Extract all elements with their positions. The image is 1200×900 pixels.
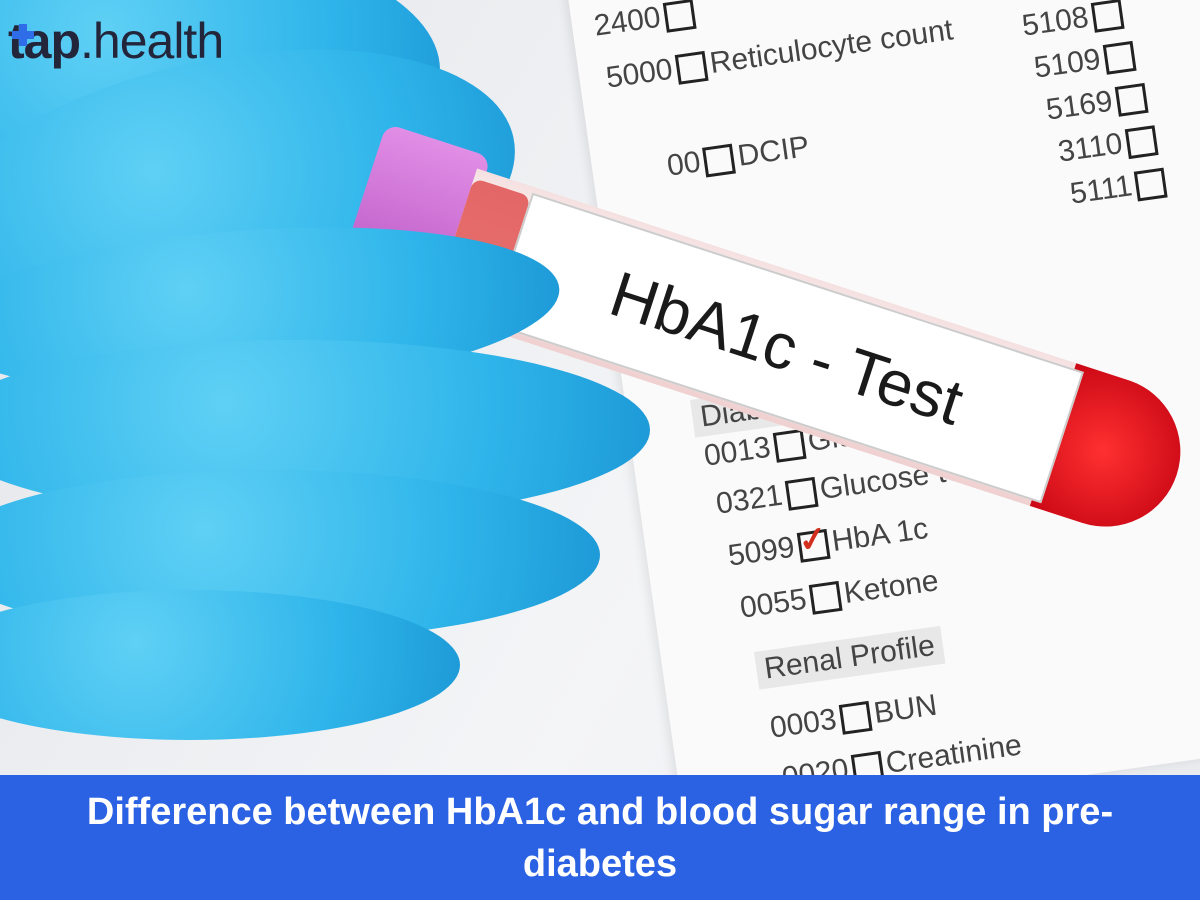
tap-health-logo: tap.health: [8, 13, 224, 69]
checkmark-icon: ✓: [796, 519, 830, 561]
glove-finger: [0, 590, 460, 740]
plus-icon: [12, 24, 34, 46]
hero-photo: 2400 5000 Reticulocyte count 00 DCIP 5108 …: [0, 0, 1200, 775]
caption-banner: Difference between HbA1c and blood sugar…: [0, 775, 1200, 900]
article-title: Difference between HbA1c and blood sugar…: [86, 790, 1114, 885]
